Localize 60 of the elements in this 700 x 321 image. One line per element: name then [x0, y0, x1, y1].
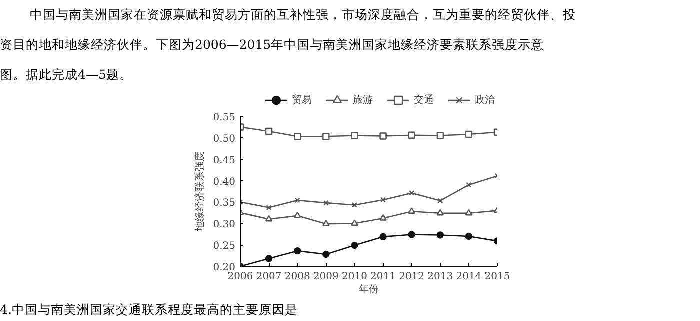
x-tick-label: 2013 [428, 272, 454, 282]
x-tick-label: 2015 [484, 272, 510, 282]
legend-label: 旅游 [353, 94, 373, 107]
x-tick-label: 2014 [456, 272, 482, 282]
point [408, 132, 416, 139]
x-tick-label: 2012 [399, 272, 425, 282]
y-tick-label: 0.35 [213, 198, 236, 210]
point [352, 202, 358, 208]
point [408, 231, 416, 238]
text: 资目的地和地缘经济伙伴。下图为2006—2015年中国与南美洲国家地缘经济要素联系强度示意 [0, 36, 544, 54]
x-tick-label: 2006 [228, 272, 254, 282]
point [466, 182, 472, 188]
y-tick-label: 0.20 [213, 262, 236, 274]
point [294, 133, 302, 140]
point [351, 220, 358, 226]
y-tick-label: 0.55 [213, 112, 236, 124]
y-tick-label: 0.30 [213, 220, 236, 231]
point [265, 255, 273, 262]
point [351, 132, 358, 140]
point [465, 232, 473, 240]
x-tick-label: 2010 [342, 272, 368, 282]
x-tick-label: 2008 [284, 272, 310, 282]
point [465, 209, 473, 216]
point [294, 198, 300, 204]
y-tick-label: 0.45 [213, 155, 236, 166]
legend-label: 贸易 [292, 94, 312, 107]
point [294, 212, 302, 218]
point [408, 208, 416, 214]
point [265, 128, 273, 136]
x-tick-label: 2007 [256, 272, 282, 282]
point [436, 209, 444, 216]
text: 图。据此完成4—5题。 [0, 66, 132, 84]
point [436, 132, 444, 140]
y-tick-label: 0.25 [213, 241, 236, 252]
y-tick-label: 0.50 [213, 134, 236, 145]
y-axis-title: 地缘经济联系强度 [194, 152, 206, 232]
legend-label: 交通 [414, 94, 434, 107]
point [436, 232, 444, 239]
x-axis-title: 年份 [359, 284, 379, 296]
point [323, 200, 329, 206]
point [380, 197, 386, 203]
point [380, 132, 387, 140]
point [351, 242, 358, 250]
point [266, 205, 272, 211]
point [294, 247, 302, 255]
point [380, 214, 387, 221]
legend-label: 政治 [475, 94, 495, 107]
y-tick-label: 0.40 [213, 176, 236, 188]
x-tick-label: 2009 [313, 272, 339, 282]
point [322, 133, 330, 140]
point [380, 233, 387, 241]
point [322, 220, 330, 226]
x-tick-label: 2011 [370, 272, 396, 282]
point [265, 215, 273, 222]
point [465, 130, 473, 138]
point [322, 250, 330, 258]
point [438, 198, 444, 204]
text: 4.中国与南美洲国家交通联系程度最高的主要原因是 [0, 301, 298, 319]
point [409, 190, 415, 196]
text: 中国与南美洲国家在资源禀赋和贸易方面的互补性强，市场深度融合，互为重要的经贸伙伴、投 [30, 6, 576, 24]
